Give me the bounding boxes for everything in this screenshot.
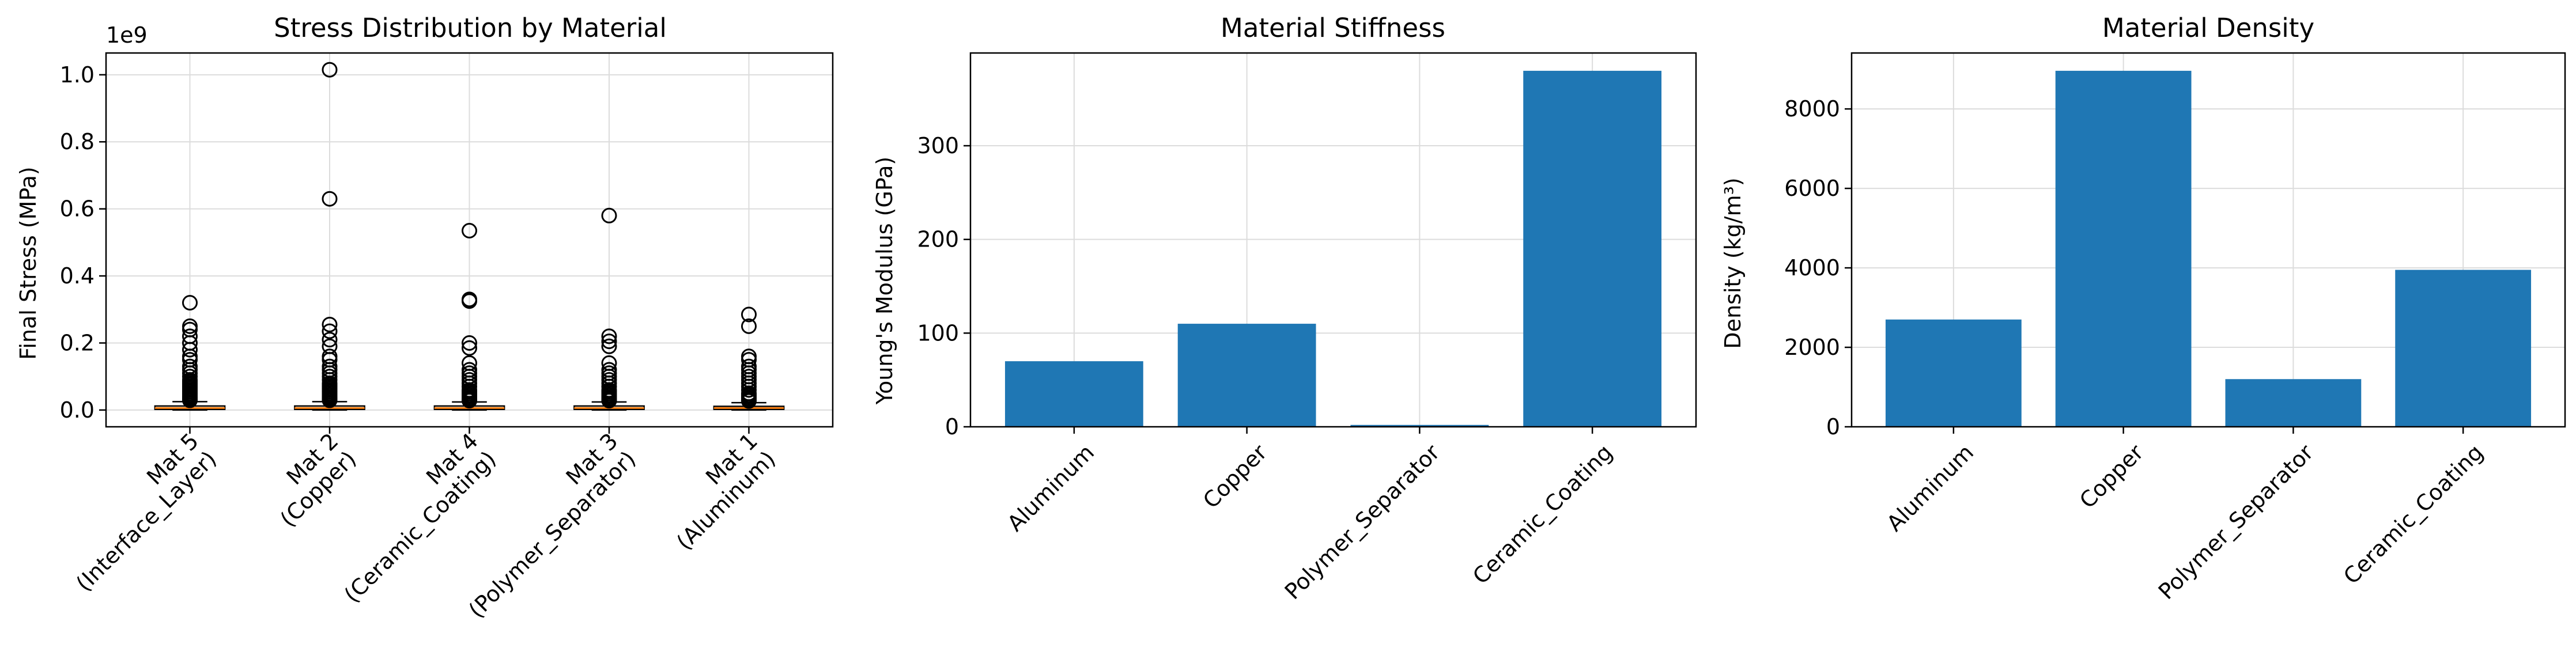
stiffness-marks xyxy=(1004,70,1662,427)
stress-outlier-point xyxy=(462,335,477,351)
stress-outlier-point xyxy=(322,316,338,332)
stiffness-chart-title: Material Stiffness xyxy=(1221,13,1445,43)
density-bar-panel: Material Density Density (kg/m³) 0 2000 40… xyxy=(1720,13,2566,604)
density-bar xyxy=(2395,270,2532,427)
density-y-tick-label: 6000 xyxy=(1784,176,1840,201)
stress-outlier-point xyxy=(601,207,617,223)
stress-outlier-point xyxy=(182,342,198,358)
stress-y-tick-label: 0.4 xyxy=(60,263,95,289)
stress-outlier-point xyxy=(322,392,338,408)
stiffness-axes-frame xyxy=(969,52,1697,428)
density-x-tick-label-line: Polymer_Separator xyxy=(2154,439,2318,604)
density-x-tick-label: Polymer_Separator xyxy=(2154,439,2318,604)
stress-outlier-point xyxy=(601,328,617,344)
density-axes-frame xyxy=(1850,52,2566,428)
density-bar xyxy=(2055,70,2192,427)
density-bar xyxy=(1885,319,2022,427)
stress-outlier-point xyxy=(322,323,338,339)
stress-y-offset-text: 1e9 xyxy=(106,22,148,48)
stress-outlier-point xyxy=(462,293,477,309)
stress-outlier-point xyxy=(322,332,338,348)
stress-outlier-point xyxy=(462,222,477,238)
stress-y-axis-label: Final Stress (MPa) xyxy=(16,166,41,359)
density-x-tick-label-line: Copper xyxy=(2075,439,2148,513)
stiffness-x-tick-label: Copper xyxy=(1198,439,1272,513)
stress-x-tick-label-line: (Ceramic_Coating) xyxy=(339,446,501,608)
stiffness-bar xyxy=(1523,70,1662,427)
stiffness-x-tick-label-line: Polymer_Separator xyxy=(1280,439,1445,604)
stress-x-tick-label: Mat 1(Aluminum) xyxy=(654,428,780,555)
stress-outlier-point xyxy=(601,333,617,350)
density-bar xyxy=(2225,379,2362,427)
density-y-tick-label: 0 xyxy=(1826,414,1840,439)
stress-outlier-point xyxy=(462,340,477,356)
stiffness-y-tick-label: 100 xyxy=(917,320,959,346)
stress-outlier-point xyxy=(462,393,477,409)
stress-chart-title: Stress Distribution by Material xyxy=(274,13,667,43)
density-x-tick-label: Ceramic_Coating xyxy=(2339,439,2488,589)
stress-x-tick-label: Mat 2(Copper) xyxy=(258,428,361,532)
stress-y-tick-label: 0.2 xyxy=(60,330,95,355)
stiffness-y-axis-label: Young's Modulus (GPa) xyxy=(872,157,897,405)
stiffness-x-tick-label: Polymer_Separator xyxy=(1280,439,1445,604)
density-y-tick-label: 2000 xyxy=(1784,335,1840,360)
density-y-tick-label: 8000 xyxy=(1784,96,1840,122)
stress-outlier-point xyxy=(322,62,338,78)
density-y-axis-label: Density (kg/m³) xyxy=(1720,177,1746,348)
density-x-tick-label: Copper xyxy=(2075,439,2148,513)
stress-outlier-point xyxy=(182,392,198,408)
stiffness-bar-panel: Material Stiffness Young's Modulus (GPa)… xyxy=(872,13,1697,604)
stiffness-x-tick-label-line: Ceramic_Coating xyxy=(1468,439,1618,589)
stress-outlier-point xyxy=(741,318,757,334)
stress-grid xyxy=(106,53,833,427)
stiffness-y-tick-label: 200 xyxy=(917,227,959,252)
density-x-tick-label: Aluminum xyxy=(1882,439,1978,536)
stress-outlier-point xyxy=(601,338,617,354)
stress-marks xyxy=(154,62,785,411)
stress-y-tick-label: 0.0 xyxy=(60,397,95,423)
density-x-tick-label-line: Ceramic_Coating xyxy=(2339,439,2488,589)
density-chart-title: Material Density xyxy=(2102,13,2314,43)
stress-y-tick-label: 1.0 xyxy=(60,62,95,88)
stress-y-tick-label: 0.6 xyxy=(60,196,95,222)
stiffness-bar xyxy=(1177,324,1316,427)
stress-outlier-point xyxy=(322,191,338,207)
stiffness-x-tick-label-line: Aluminum xyxy=(1002,439,1099,536)
stress-x-tick-label: Mat 5(Interface_Layer) xyxy=(53,428,221,596)
stress-boxplot-panel: Stress Distribution by Material Final St… xyxy=(16,13,834,623)
stress-outlier-point xyxy=(601,393,617,409)
stiffness-x-tick-label: Aluminum xyxy=(1002,439,1099,536)
stress-outlier-point xyxy=(182,295,198,311)
stiffness-y-tick-label: 300 xyxy=(917,133,959,158)
density-x-tick-label-line: Aluminum xyxy=(1882,439,1978,536)
stiffness-x-tick-label-line: Copper xyxy=(1198,439,1272,513)
stiffness-bar xyxy=(1350,424,1489,427)
stiffness-bar xyxy=(1004,361,1143,427)
stiffness-x-tick-label: Ceramic_Coating xyxy=(1468,439,1618,589)
stress-outlier-point xyxy=(741,393,757,409)
stress-y-tick-label: 0.8 xyxy=(60,129,95,154)
stiffness-y-tick-label: 0 xyxy=(945,414,959,439)
density-y-tick-label: 4000 xyxy=(1784,255,1840,280)
stress-outlier-point xyxy=(741,306,757,323)
density-marks xyxy=(1885,70,2532,427)
